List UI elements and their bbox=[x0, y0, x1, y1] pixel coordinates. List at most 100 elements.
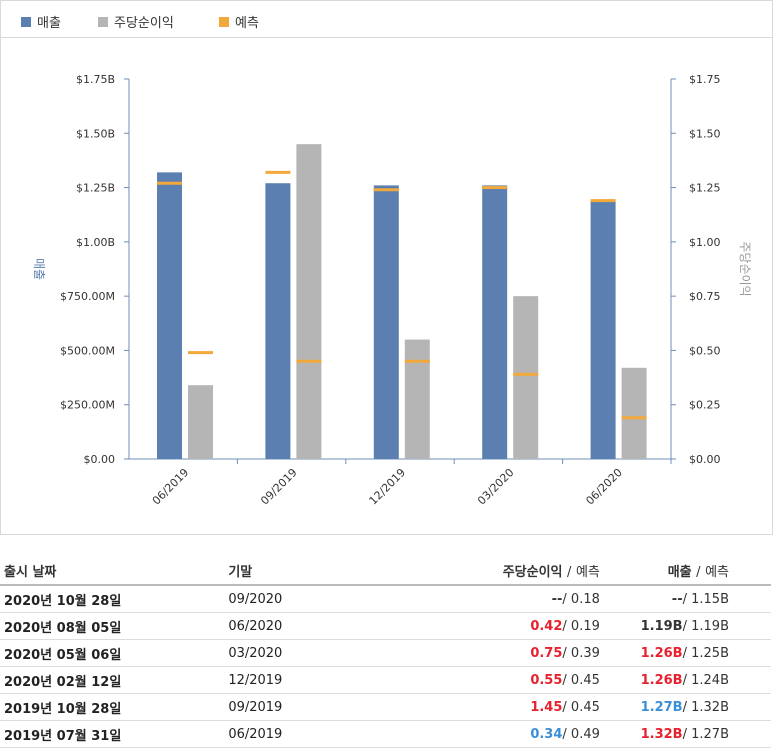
eps-sep: / bbox=[562, 672, 567, 688]
legend-item-eps[interactable]: 주당순이익 bbox=[98, 12, 174, 31]
revenue-cell: 1.27B/ 1.32B bbox=[599, 693, 771, 721]
header-eps-label: 주당순이익 bbox=[502, 564, 563, 580]
release-date-cell: 2020년 05월 06일 bbox=[0, 639, 229, 667]
eps-actual: -- bbox=[551, 591, 563, 607]
eps-actual: 0.75 bbox=[530, 645, 563, 661]
x-tick-label: 09/2019 bbox=[258, 466, 300, 508]
revenue-actual: -- bbox=[671, 591, 683, 607]
revenue-forecast-mark bbox=[482, 186, 508, 190]
period-cell: 09/2020 bbox=[228, 585, 371, 613]
revenue-sep: / bbox=[682, 591, 687, 607]
release-date-cell: 2020년 02월 12일 bbox=[0, 666, 229, 694]
table-row: 2019년 10월 28일 09/2019 1.45/ 0.45 1.27B/ 1.3… bbox=[0, 693, 771, 721]
right-tick-label: $1.50 bbox=[689, 127, 721, 140]
eps-sep: / bbox=[562, 645, 567, 661]
x-tick-label: 06/2019 bbox=[150, 466, 192, 508]
revenue-forecast: 1.32B bbox=[691, 699, 729, 715]
revenue-forecast-mark bbox=[157, 181, 182, 185]
header-release-date[interactable]: 출시 날짜 bbox=[0, 556, 229, 586]
eps-sep: / bbox=[562, 591, 567, 607]
chart-plot: $0.00 $0.00 $250.00M $0.25 $500.00M $0.50 $750… bbox=[32, 73, 752, 508]
legend-label-revenue: 매출 bbox=[37, 16, 61, 31]
left-tick-label: $750.00M bbox=[60, 290, 115, 303]
left-tick-label: $1.25B bbox=[76, 182, 115, 195]
eps-forecast-mark bbox=[296, 359, 322, 363]
eps-forecast: 0.19 bbox=[570, 618, 600, 634]
left-tick-label: $1.75B bbox=[76, 73, 115, 86]
revenue-bar bbox=[157, 172, 182, 459]
chart-legend: 매출 주당순이익 예측 bbox=[1, 1, 772, 38]
release-date-cell: 2019년 07월 31일 bbox=[0, 720, 229, 748]
header-revenue-forecast: 예측 bbox=[705, 564, 729, 580]
eps-cell: 0.75/ 0.39 bbox=[370, 639, 600, 667]
eps-forecast: 0.45 bbox=[570, 672, 600, 688]
right-tick-label: $0.75 bbox=[689, 290, 721, 303]
period-cell: 09/2019 bbox=[228, 693, 371, 721]
right-axis-title: 주당순이익 bbox=[738, 241, 752, 296]
period-cell: 12/2019 bbox=[228, 666, 371, 694]
revenue-forecast-mark bbox=[373, 188, 399, 192]
legend-item-forecast[interactable]: 예측 bbox=[219, 12, 259, 31]
legend-swatch-revenue bbox=[21, 16, 31, 27]
eps-forecast-mark bbox=[188, 351, 213, 355]
eps-forecast: 0.45 bbox=[570, 699, 600, 715]
left-tick-label: $1.00B bbox=[76, 236, 115, 249]
eps-forecast-mark bbox=[513, 372, 539, 376]
legend-swatch-forecast bbox=[219, 16, 229, 27]
legend-label-eps: 주당순이익 bbox=[114, 16, 174, 31]
eps-actual: 0.34 bbox=[530, 726, 563, 742]
legend-swatch-eps bbox=[98, 16, 108, 27]
eps-actual: 0.55 bbox=[530, 672, 563, 688]
earnings-chart-panel: 매출 주당순이익 예측 $0.00 $0.00 $250.00M $0.25 $500.… bbox=[0, 0, 773, 535]
eps-forecast: 0.49 bbox=[570, 726, 600, 742]
eps-bar bbox=[404, 339, 430, 459]
header-period[interactable]: 기말 bbox=[228, 556, 371, 586]
revenue-sep: / bbox=[682, 726, 687, 742]
legend-item-revenue[interactable]: 매출 bbox=[21, 12, 61, 31]
header-eps[interactable]: 주당순이익 / 예측 bbox=[370, 556, 600, 586]
table-row: 2020년 08월 05일 06/2020 0.42/ 0.19 1.19B/ 1.1… bbox=[0, 612, 771, 640]
revenue-cell: 1.32B/ 1.27B bbox=[599, 720, 771, 748]
left-tick-label: $250.00M bbox=[60, 399, 115, 412]
revenue-bar bbox=[373, 185, 399, 459]
right-tick-label: $1.25 bbox=[689, 182, 721, 195]
revenue-actual: 1.26B bbox=[640, 672, 683, 688]
x-tick-label: 06/2020 bbox=[583, 466, 625, 508]
release-date-cell: 2019년 10월 28일 bbox=[0, 693, 229, 721]
period-cell: 06/2020 bbox=[228, 612, 371, 640]
revenue-forecast: 1.15B bbox=[691, 591, 729, 607]
eps-cell: 0.34/ 0.49 bbox=[370, 720, 600, 748]
table-row: 2020년 10월 28일 09/2020 --/ 0.18 --/ 1.15B bbox=[0, 585, 771, 613]
x-tick-label: 12/2019 bbox=[367, 466, 409, 508]
revenue-actual: 1.27B bbox=[640, 699, 683, 715]
revenue-cell: --/ 1.15B bbox=[599, 585, 771, 613]
revenue-sep: / bbox=[682, 699, 687, 715]
revenue-forecast-mark bbox=[265, 170, 291, 174]
revenue-cell: 1.26B/ 1.25B bbox=[599, 639, 771, 667]
x-tick-label: 03/2020 bbox=[475, 466, 517, 508]
eps-bar bbox=[296, 144, 322, 459]
eps-bar bbox=[621, 367, 647, 459]
header-revenue-sep: / bbox=[696, 564, 701, 580]
right-tick-label: $0.50 bbox=[689, 344, 721, 357]
eps-actual: 0.42 bbox=[530, 618, 563, 634]
earnings-table-body: 2020년 10월 28일 09/2020 --/ 0.18 --/ 1.15B 202… bbox=[0, 585, 771, 748]
table-row: 2020년 02월 12일 12/2019 0.55/ 0.45 1.26B / 1.2… bbox=[0, 666, 771, 694]
table-row: 2019년 07월 31일 06/2019 0.34/ 0.49 1.32B/ 1.2… bbox=[0, 720, 771, 748]
revenue-sep: / bbox=[682, 645, 687, 661]
header-eps-forecast: 예측 bbox=[575, 564, 600, 580]
revenue-cell: 1.19B/ 1.19B bbox=[599, 612, 771, 640]
right-tick-label: $1.75 bbox=[689, 73, 721, 86]
header-revenue[interactable]: 매출 / 예측 bbox=[599, 556, 771, 586]
left-tick-label: $0.00 bbox=[84, 453, 116, 466]
right-tick-label: $0.00 bbox=[689, 453, 721, 466]
release-date-cell: 2020년 10월 28일 bbox=[0, 585, 229, 613]
left-axis-title: 매출 bbox=[32, 258, 46, 280]
period-cell: 06/2019 bbox=[228, 720, 371, 748]
eps-sep: / bbox=[562, 699, 567, 715]
eps-cell: 0.55/ 0.45 bbox=[370, 666, 600, 694]
earnings-table: 출시 날짜 기말 주당순이익 / 예측 매출 / 예측 2020년 10월 28… bbox=[0, 556, 771, 748]
revenue-bar bbox=[482, 185, 508, 459]
revenue-bar bbox=[590, 200, 616, 459]
revenue-forecast: 1.24B bbox=[691, 672, 729, 688]
